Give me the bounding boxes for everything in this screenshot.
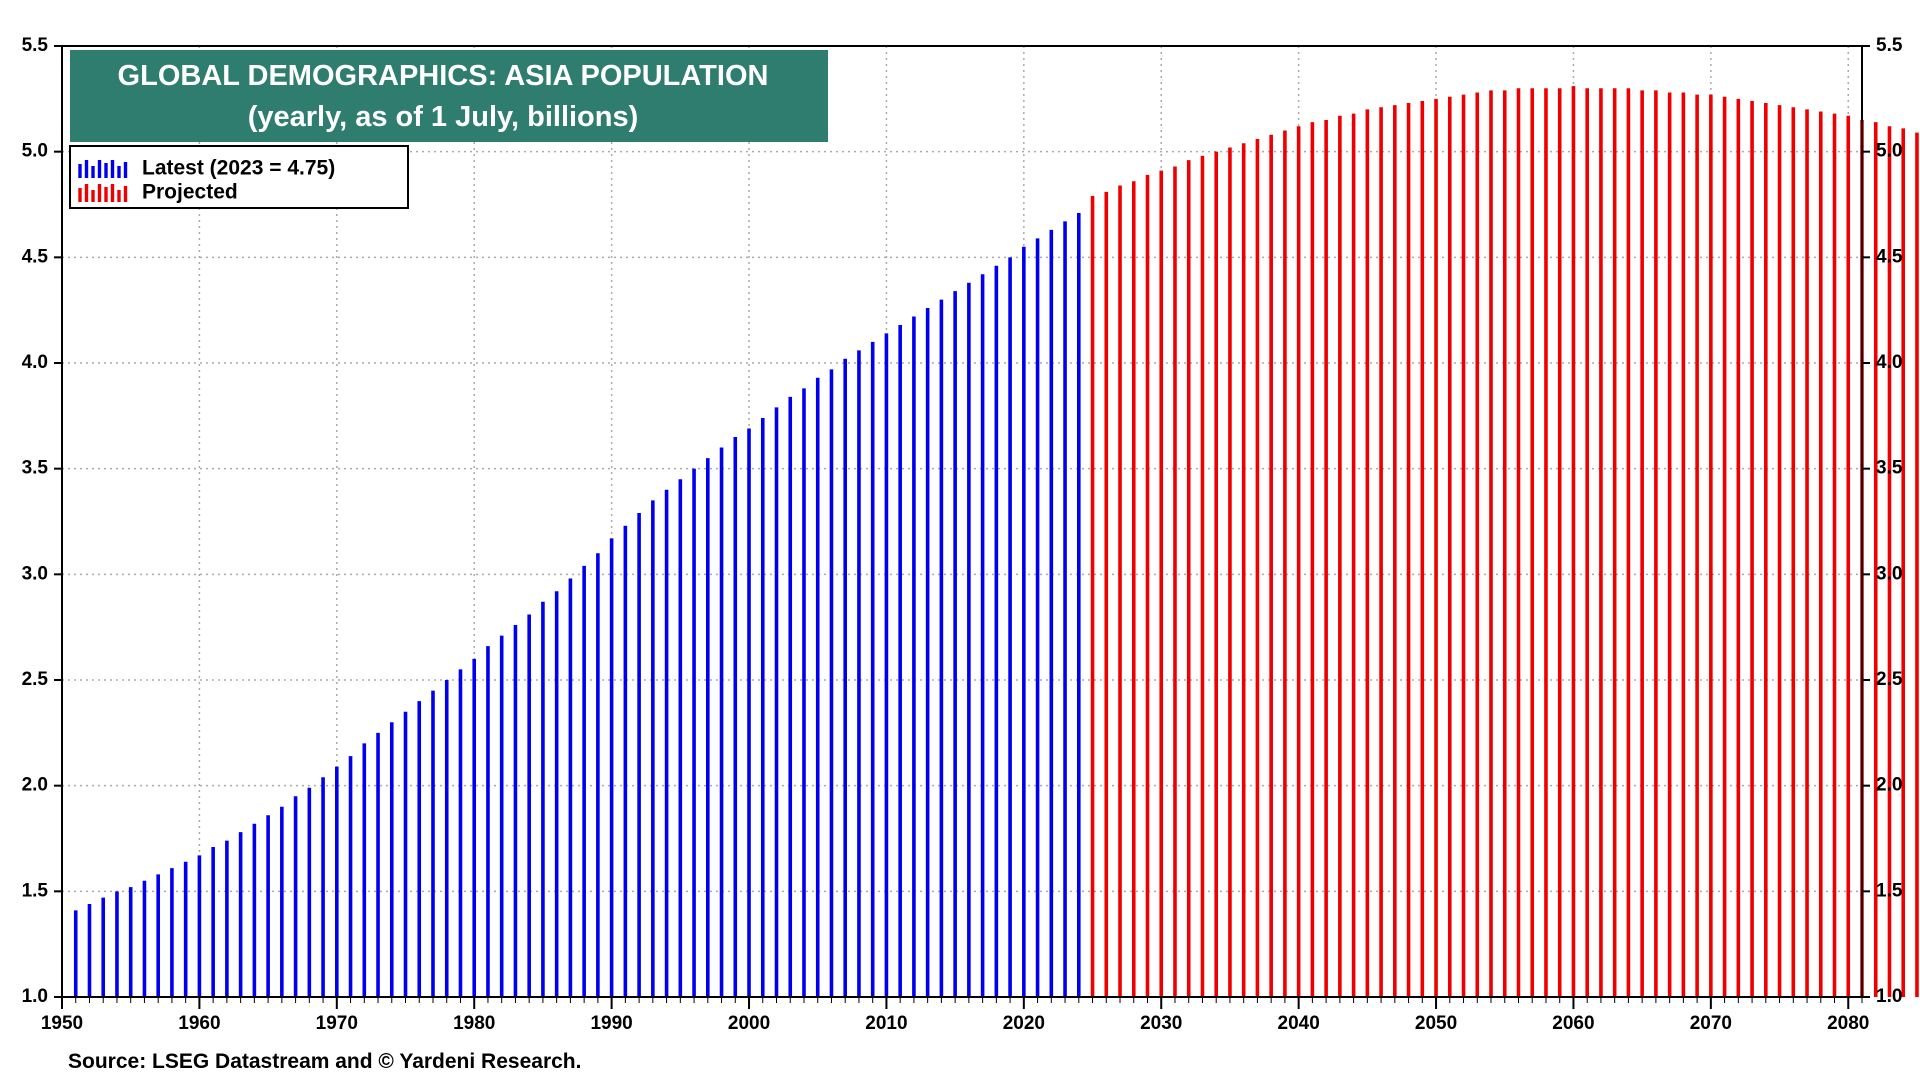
y-tick-label-right: 1.5 — [1876, 880, 1903, 901]
x-tick-label: 2040 — [1278, 1013, 1320, 1034]
x-tick-label: 1990 — [590, 1013, 632, 1034]
y-tick-label-left: 5.0 — [22, 141, 48, 162]
x-axis-labels: 1950 1960 1970 1980 1990 2000 2010 2020 2030 2040… — [41, 1013, 1870, 1034]
y-tick-label-left: 2.5 — [22, 669, 49, 690]
x-tick-label: 1960 — [178, 1013, 220, 1034]
x-tick-label: 2060 — [1552, 1013, 1594, 1034]
y-tick-label-left: 4.0 — [22, 352, 48, 373]
source-note: Source: LSEG Datastream and © Yardeni Re… — [68, 1050, 581, 1073]
x-tick-label: 2010 — [865, 1013, 907, 1034]
y-tick-label-right: 1.0 — [1876, 986, 1902, 1007]
x-tick-label: 2080 — [1827, 1013, 1869, 1034]
y-tick-label-left: 3.0 — [22, 563, 48, 584]
y-tick-label-right: 4.5 — [1876, 246, 1903, 267]
y-tick-label-right: 2.5 — [1876, 669, 1903, 690]
y-tick-label-right: 5.0 — [1876, 141, 1902, 162]
x-tick-label: 2050 — [1415, 1013, 1457, 1034]
legend-swatch-projected — [78, 184, 128, 202]
x-tick-label: 2020 — [1003, 1013, 1045, 1034]
chart-subtitle: (yearly, as of 1 July, billions) — [248, 101, 639, 133]
y-tick-label-left: 5.5 — [22, 35, 49, 56]
x-tick-label: 2030 — [1140, 1013, 1182, 1034]
y-tick-label-right: 5.5 — [1876, 35, 1903, 56]
x-tick-label: 2070 — [1690, 1013, 1732, 1034]
legend-label-latest: Latest (2023 = 4.75) — [142, 157, 335, 180]
x-tick-label: 1970 — [316, 1013, 358, 1034]
y-axis-left-labels: 1.0 1.5 2.0 2.5 3.0 3.5 4.0 4.5 5.0 5.5 — [22, 35, 49, 1007]
y-tick-label-right: 2.0 — [1876, 775, 1902, 796]
x-tick-label: 1950 — [41, 1013, 83, 1034]
legend: Latest (2023 = 4.75) Projected — [69, 145, 409, 209]
y-tick-label-right: 3.0 — [1876, 563, 1902, 584]
title-background — [70, 50, 828, 142]
plot-frame — [61, 45, 1863, 998]
y-tick-label-left: 1.0 — [22, 986, 48, 1007]
y-tick-label-right: 3.5 — [1876, 458, 1903, 479]
y-tick-label-left: 4.5 — [22, 246, 49, 267]
y-tick-label-right: 4.0 — [1876, 352, 1902, 373]
chart-title: GLOBAL DEMOGRAPHICS: ASIA POPULATION — [118, 60, 769, 92]
legend-label-projected: Projected — [142, 181, 238, 204]
x-tick-label: 1980 — [453, 1013, 495, 1034]
y-tick-label-left: 1.5 — [22, 880, 49, 901]
title-box: GLOBAL DEMOGRAPHICS: ASIA POPULATION (ye… — [70, 50, 828, 142]
y-axis-right-labels: 1.0 1.5 2.0 2.5 3.0 3.5 4.0 4.5 5.0 5.5 — [1876, 35, 1903, 1007]
axis-ticks — [54, 45, 1870, 1009]
y-tick-label-left: 2.0 — [22, 775, 48, 796]
legend-swatch-latest — [78, 160, 128, 178]
bars — [73, 86, 1919, 997]
y-tick-label-left: 3.5 — [22, 458, 49, 479]
x-tick-label: 2000 — [728, 1013, 770, 1034]
